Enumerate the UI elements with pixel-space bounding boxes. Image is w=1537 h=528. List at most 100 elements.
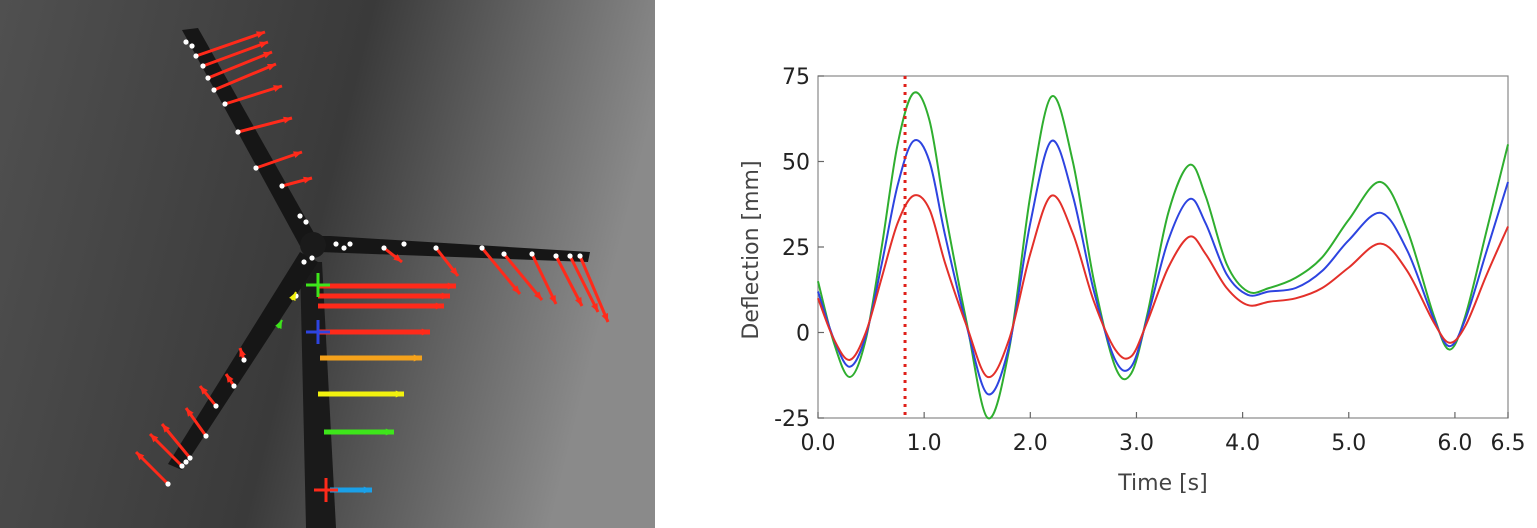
tracking-marker [553,253,559,259]
arrow-head [186,408,194,417]
arrow-head [591,303,598,312]
tracking-marker [347,241,353,247]
vector-arrow [237,116,293,134]
vector-arrow [530,253,558,305]
tracking-marker [211,87,217,93]
tracking-marker [401,241,407,247]
arrow-head [273,85,282,92]
arrow-head [393,254,402,262]
tracking-marker [187,455,193,461]
vector-arrow [224,84,283,106]
vector-arrow [480,247,522,295]
series-line-1 [817,139,1509,396]
arrow-head [303,176,312,184]
tracking-marker [301,259,307,265]
y-tick-label: 75 [782,65,810,90]
vector-arrow [568,255,600,313]
tracking-marker [231,383,237,389]
tracking-marker [193,53,199,59]
x-tick-label: 1.0 [907,431,942,456]
x-axis-ticks: 0.0 1.0 2.0 3.0 4.0 5.0 6.0 6.5 [801,412,1526,456]
vector-arrow [202,40,269,68]
arrow-head [441,292,450,300]
wind-turbine-photo [0,0,655,528]
tracking-marker [381,245,387,251]
vector-arrow [213,62,277,92]
turbine-blade-right [312,236,590,262]
arrow-head [267,63,276,71]
arrow-head [534,291,542,300]
tracking-marker [577,253,583,259]
arrow-head [601,313,608,322]
x-axis-label: Time [s] [1117,471,1207,496]
tracking-marker [222,101,228,107]
vector-arrow [578,255,610,323]
arrow-head [136,452,145,461]
tracking-marker [279,183,285,189]
y-axis-ticks: 75 50 25 0 -25 [774,65,824,432]
arrow-head [447,282,456,290]
tracking-marker [235,129,241,135]
arrow-head [259,41,268,49]
vector-arrow [195,30,266,58]
arrow-head [450,267,458,276]
tracking-marker [341,245,347,251]
tracking-marker [433,245,439,251]
tracking-marker [179,463,185,469]
arrow-head [435,302,444,310]
tracking-marker [253,165,259,171]
arrow-head [512,285,520,294]
series-line-2 [817,194,1509,379]
tracking-marker [189,43,195,49]
tracking-marker [567,253,573,259]
arrow-head [293,151,302,159]
arrow-head [363,486,372,494]
arrow-head [395,390,404,398]
turbine-blade-upper [182,28,318,246]
arrow-head [385,428,394,436]
tracking-marker [203,433,209,439]
tracking-marker [183,39,189,45]
tracking-marker [241,357,247,363]
x-tick-label: 2.0 [1013,431,1048,456]
x-tick-label: 6.0 [1437,431,1472,456]
tracking-marker [183,459,189,465]
arrow-head [421,328,430,336]
tracking-marker [213,403,219,409]
y-tick-label: 25 [782,236,810,261]
arrow-head [549,295,556,304]
series-layer [817,91,1509,420]
tracking-marker [200,63,206,69]
series-line-0 [817,91,1509,420]
vector-arrow [502,253,544,301]
arrow-head [263,51,272,59]
x-tick-label: 3.0 [1119,431,1154,456]
x-tick-label: 4.0 [1225,431,1260,456]
arrow-head [162,424,170,433]
arrow-head [200,386,208,395]
tracking-marker [165,481,171,487]
y-tick-label: 0 [796,322,810,347]
tracking-marker [303,219,309,225]
arrow-head [256,31,265,39]
turbine-hub [300,232,326,258]
arrow-head [283,116,292,124]
arrow-head [226,374,234,383]
tracking-marker [479,245,485,251]
arrow-head [413,354,422,362]
photo-markers [134,30,610,502]
tracking-marker [309,255,315,261]
x-tick-label: 0.0 [801,431,836,456]
x-tick-label: 5.0 [1331,431,1366,456]
x-tick-label: 6.5 [1491,431,1526,456]
y-axis-label: Deflection [mm] [739,160,764,339]
tracking-marker [205,75,211,81]
arrow-head [150,434,159,443]
vector-arrow [207,50,273,80]
tracking-marker [501,251,507,257]
arrow-head [575,297,582,306]
tracking-marker [333,241,339,247]
deflection-chart: 75 50 25 0 -25 0.0 1.0 2.0 3.0 4.0 5.0 6.0 6.5 Time… [739,65,1526,496]
arrow-head [239,348,246,357]
tracking-marker [297,213,303,219]
